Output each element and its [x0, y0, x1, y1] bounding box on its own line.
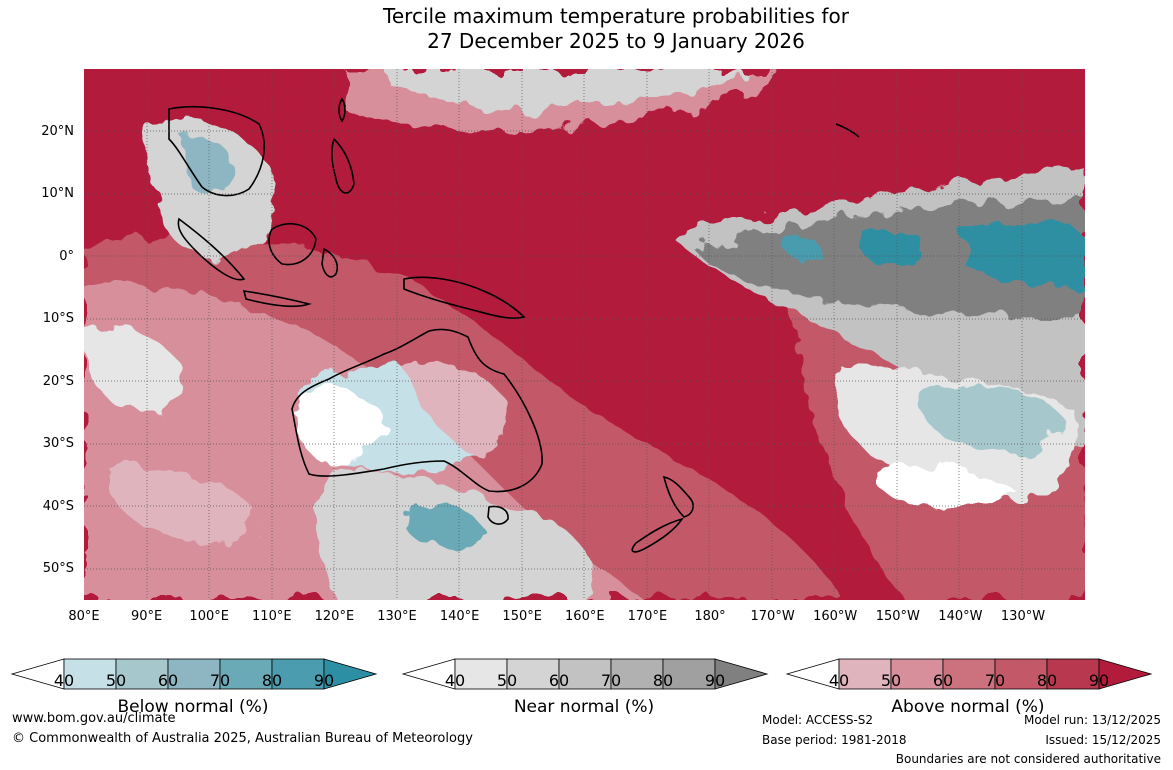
taiwan-coast	[338, 97, 346, 123]
below-colorbar-tick: 60	[157, 671, 179, 690]
above-colorbar-tick: 40	[828, 671, 850, 690]
indian-near-normal-band	[84, 326, 186, 412]
longitude-label: 140°W	[938, 609, 983, 624]
se-pacific-white	[871, 465, 1014, 509]
above-colorbar-tick: 80	[1036, 671, 1058, 690]
above-colorbar-segment	[994, 658, 1048, 690]
below-colorbar-tick: 40	[53, 671, 75, 690]
above-colorbar-tick: 60	[932, 671, 954, 690]
latitude-label: 0°	[59, 249, 74, 264]
hawaii-islands	[835, 123, 860, 138]
below-colorbar-tick: 90	[313, 671, 335, 690]
near-colorbar-tick: 40	[444, 671, 466, 690]
near-colorbar-tick: 70	[600, 671, 622, 690]
below-colorbar-segment	[271, 658, 325, 690]
above-normal-colorbar	[785, 658, 1153, 690]
philippines-coast	[331, 137, 355, 194]
model-text: Model: ACCESS-S2	[762, 713, 874, 727]
latitude-label: 10°S	[42, 311, 74, 326]
near-colorbar-segment	[506, 658, 560, 690]
disclaimer-text: Boundaries are not considered authoritat…	[895, 752, 1161, 766]
australia-coast	[291, 328, 543, 493]
near-colorbar-segment	[662, 658, 716, 690]
longitude-label: 120°E	[314, 609, 355, 624]
longitude-label: 150°W	[875, 609, 920, 624]
near-colorbar-upper-arrow	[714, 658, 769, 690]
near-colorbar-segment	[454, 658, 508, 690]
copyright-text: © Commonwealth of Australia 2025, Austra…	[12, 731, 473, 746]
below-colorbar-upper-arrow	[323, 658, 378, 690]
tasmania-coast	[487, 505, 509, 525]
chart-title: Tercile maximum temperature probabilitie…	[383, 4, 849, 53]
asia-below-normal	[184, 136, 234, 197]
latitude-label: 20°S	[42, 374, 74, 389]
latitude-label: 20°N	[41, 124, 74, 139]
near-colorbar-tick: 80	[652, 671, 674, 690]
longitude-label: 180°	[694, 609, 726, 624]
above-colorbar-segment	[890, 658, 944, 690]
pacific-below-normal-1	[864, 226, 924, 265]
probability-map	[84, 69, 1085, 600]
below-normal-label: Below normal (%)	[117, 697, 269, 717]
se-pacific-below-normal	[921, 385, 1064, 453]
java-coast	[242, 290, 312, 308]
longitude-label: 160°E	[565, 609, 605, 624]
base-period-text: Base period: 1981-2018	[762, 733, 907, 747]
below-colorbar-tick: 80	[261, 671, 283, 690]
longitude-label: 80°E	[68, 609, 100, 624]
below-normal-colorbar	[10, 658, 378, 690]
latitude-label: 50°S	[42, 561, 74, 576]
below-colorbar-tick: 70	[209, 671, 231, 690]
above-normal-label: Above normal (%)	[891, 697, 1045, 717]
near-normal-north-strip	[384, 69, 744, 110]
above-colorbar-tick: 90	[1088, 671, 1110, 690]
longitude-label: 170°W	[750, 609, 795, 624]
borneo-coast	[268, 223, 317, 266]
near-colorbar-segment	[610, 658, 664, 690]
longitude-label: 90°E	[130, 609, 163, 624]
above-colorbar-tick: 70	[984, 671, 1006, 690]
above-colorbar-tick: 50	[880, 671, 902, 690]
near-normal-colorbar	[401, 658, 769, 690]
longitude-label: 110°E	[252, 609, 292, 624]
near-colorbar-tick: 50	[496, 671, 518, 690]
longitude-label: 100°E	[189, 609, 229, 624]
new-zealand-south	[631, 517, 684, 553]
new-zealand-north	[662, 475, 694, 518]
below-colorbar-segment	[167, 658, 221, 690]
australia-near-normal	[297, 388, 386, 464]
southern-below-normal	[402, 505, 484, 549]
longitude-label: 130°W	[1000, 609, 1046, 624]
below-colorbar-segment	[63, 658, 117, 690]
indian-light-above	[104, 466, 256, 543]
sulawesi-coast	[321, 247, 339, 278]
latitude-label: 30°S	[42, 436, 74, 451]
near-colorbar-segment	[558, 658, 612, 690]
near-colorbar-tick: 60	[548, 671, 570, 690]
graticule	[84, 69, 1085, 600]
pacific-below-normal-2	[964, 223, 1085, 291]
above-colorbar-upper-arrow	[1098, 658, 1153, 690]
longitude-label: 130°E	[377, 609, 417, 624]
longitude-label: 140°E	[439, 609, 480, 624]
longitude-label: 160°W	[813, 609, 858, 624]
above-colorbar-segment	[838, 658, 892, 690]
near-normal-label: Near normal (%)	[513, 697, 655, 717]
near-colorbar-tick: 90	[704, 671, 726, 690]
australia-above-normal	[404, 365, 507, 451]
sumatra-coast	[177, 217, 246, 281]
below-colorbar-segment	[219, 658, 273, 690]
above-colorbar-segment	[1046, 658, 1100, 690]
indochina-coast	[168, 106, 265, 197]
issued-text: Issued: 15/12/2025	[1045, 733, 1161, 747]
model-run-text: Model run: 13/12/2025	[1023, 713, 1161, 727]
latitude-label: 40°S	[42, 499, 74, 514]
coastlines	[168, 97, 860, 553]
longitude-label: 150°E	[502, 609, 542, 624]
new-guinea-coast	[403, 276, 526, 319]
website-link[interactable]: www.bom.gov.au/climate	[12, 711, 176, 726]
longitude-label: 170°E	[627, 609, 668, 624]
latitude-label: 10°N	[41, 186, 74, 201]
below-colorbar-tick: 50	[105, 671, 127, 690]
